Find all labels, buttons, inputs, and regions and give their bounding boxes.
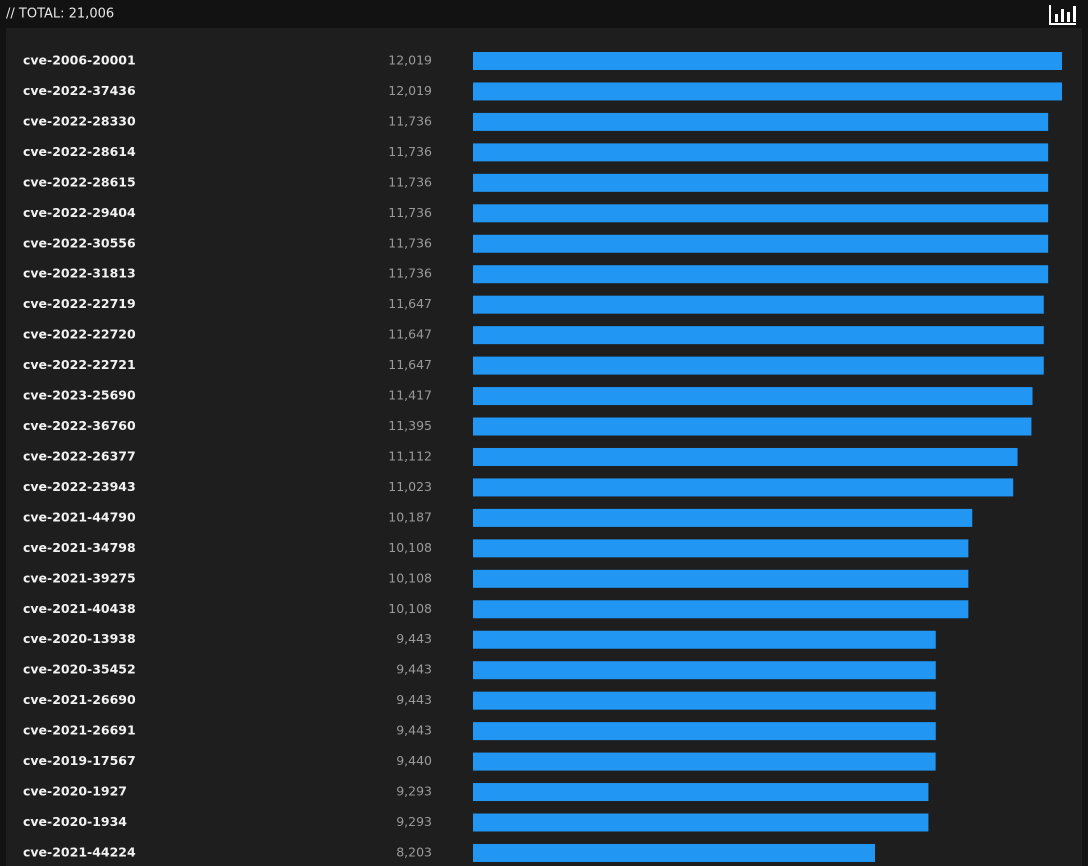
bar	[473, 752, 936, 771]
value-label: 11,647	[388, 357, 432, 372]
category-label: cve-2020-1934	[23, 814, 127, 829]
category-label: cve-2020-35452	[23, 662, 136, 677]
bar	[473, 387, 1033, 406]
value-label: 8,203	[396, 844, 432, 859]
value-label: 11,395	[388, 418, 432, 433]
category-label: cve-2020-13938	[23, 631, 136, 646]
bar	[473, 539, 969, 558]
bar	[473, 204, 1049, 223]
value-label: 10,108	[388, 570, 432, 585]
value-label: 10,108	[388, 601, 432, 616]
value-label: 11,736	[388, 144, 432, 159]
category-label: cve-2021-40438	[23, 601, 136, 616]
bar	[473, 722, 936, 741]
value-label: 11,112	[388, 448, 432, 463]
category-label: cve-2022-37436	[23, 83, 136, 98]
bar	[473, 417, 1032, 436]
value-label: 11,736	[388, 113, 432, 128]
category-label: cve-2022-28330	[23, 113, 136, 128]
bar	[473, 447, 1018, 466]
value-label: 9,440	[396, 753, 432, 768]
value-label: 11,736	[388, 266, 432, 281]
category-label: cve-2022-22721	[23, 357, 136, 372]
value-label: 11,736	[388, 235, 432, 250]
bar	[473, 173, 1049, 192]
category-label: cve-2021-26690	[23, 692, 136, 707]
category-label: cve-2022-28615	[23, 174, 136, 189]
category-label: cve-2021-26691	[23, 723, 136, 738]
category-label: cve-2022-29404	[23, 205, 136, 220]
value-label: 9,443	[396, 723, 432, 738]
category-label: cve-2006-20001	[23, 53, 136, 68]
category-label: cve-2022-22719	[23, 296, 136, 311]
bar	[473, 234, 1049, 253]
bar	[473, 813, 929, 832]
value-label: 12,019	[388, 83, 432, 98]
value-label: 11,736	[388, 174, 432, 189]
header-title: // TOTAL: 21,006	[6, 7, 114, 22]
category-label: cve-2022-26377	[23, 448, 136, 463]
category-label: cve-2020-1927	[23, 784, 127, 799]
value-label: 9,293	[396, 784, 432, 799]
bar	[473, 295, 1044, 314]
value-label: 11,417	[388, 388, 432, 403]
value-label: 11,023	[388, 479, 432, 494]
category-label: cve-2022-30556	[23, 235, 136, 250]
category-label: cve-2019-17567	[23, 753, 136, 768]
value-label: 9,443	[396, 662, 432, 677]
bar	[473, 783, 929, 802]
value-label: 11,647	[388, 327, 432, 342]
category-label: cve-2021-44224	[23, 844, 136, 859]
bar	[473, 265, 1049, 284]
bar	[473, 843, 875, 862]
value-label: 9,293	[396, 814, 432, 829]
value-label: 9,443	[396, 692, 432, 707]
category-label: cve-2021-39275	[23, 570, 136, 585]
value-label: 10,187	[388, 509, 432, 524]
value-label: 9,443	[396, 631, 432, 646]
value-label: 11,647	[388, 296, 432, 311]
bar	[473, 82, 1062, 101]
category-label: cve-2021-34798	[23, 540, 136, 555]
bar	[473, 600, 969, 619]
value-label: 10,108	[388, 540, 432, 555]
bar	[473, 143, 1049, 162]
bar	[473, 356, 1044, 375]
category-label: cve-2022-28614	[23, 144, 136, 159]
category-label: cve-2023-25690	[23, 388, 136, 403]
chart-icon[interactable]	[1049, 5, 1076, 25]
value-label: 11,736	[388, 205, 432, 220]
category-label: cve-2022-31813	[23, 266, 136, 281]
bar	[473, 52, 1062, 70]
value-label: 12,019	[388, 53, 432, 68]
bar	[473, 569, 969, 588]
category-label: cve-2022-23943	[23, 479, 136, 494]
bar	[473, 478, 1014, 497]
bar	[473, 691, 936, 710]
category-label: cve-2022-22720	[23, 327, 136, 342]
bar	[473, 112, 1049, 131]
bar	[473, 508, 973, 527]
bar	[473, 661, 936, 680]
bar	[473, 326, 1044, 345]
category-label: cve-2021-44790	[23, 509, 136, 524]
bar	[473, 630, 936, 649]
category-label: cve-2022-36760	[23, 418, 136, 433]
